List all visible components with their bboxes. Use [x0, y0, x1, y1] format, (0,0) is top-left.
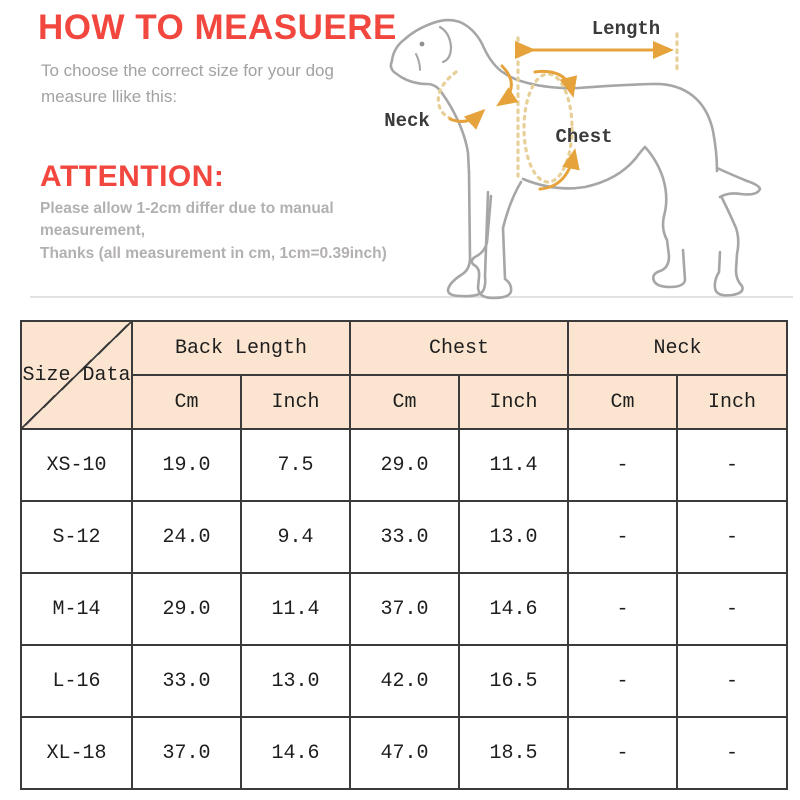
- value-cell: -: [567, 500, 679, 574]
- size-cell: XL-18: [20, 716, 133, 790]
- page-title: HOW TO MEASUERE: [38, 8, 397, 47]
- subtitle: To choose the correct size for your dog …: [41, 58, 371, 111]
- value-cell: 9.4: [240, 500, 351, 574]
- table-row: XL-18 37.0 14.6 47.0 18.5 - -: [20, 716, 789, 790]
- neck-arrow-lower: [448, 108, 486, 130]
- attention-note: Please allow 1-2cm differ due to manual …: [40, 198, 440, 265]
- size-chart-table: Size Data Back Length Chest Neck Cm Inch…: [20, 320, 789, 790]
- length-label: Length: [592, 18, 660, 40]
- value-cell: -: [676, 716, 789, 790]
- unit-header: Inch: [457, 374, 570, 430]
- attention-title: ATTENTION:: [40, 160, 225, 193]
- attention-line-1: Please allow 1-2cm differ due to manual …: [40, 200, 334, 240]
- ground-divider-line: [30, 296, 793, 298]
- value-cell: 16.5: [457, 644, 570, 718]
- unit-header: Cm: [349, 374, 460, 430]
- value-cell: -: [676, 500, 789, 574]
- group-header-chest: Chest: [348, 320, 570, 376]
- table-row: M-14 29.0 11.4 37.0 14.6 - -: [20, 572, 789, 646]
- value-cell: 7.5: [240, 428, 351, 502]
- value-cell: -: [567, 572, 679, 646]
- value-cell: 33.0: [349, 500, 460, 574]
- unit-header: Cm: [131, 374, 242, 430]
- dog-outline: [389, 18, 762, 300]
- subtitle-line-1: To choose the correct size for your dog: [41, 61, 334, 80]
- value-cell: 14.6: [240, 716, 351, 790]
- value-cell: 24.0: [131, 500, 242, 574]
- value-cell: -: [676, 572, 789, 646]
- table-row: XS-10 19.0 7.5 29.0 11.4 - -: [20, 428, 789, 502]
- unit-header: Inch: [676, 374, 789, 430]
- value-cell: 11.4: [457, 428, 570, 502]
- subtitle-line-2: measure llike this:: [41, 87, 178, 107]
- value-cell: 29.0: [349, 428, 460, 502]
- measure-guide-lines: [436, 32, 679, 184]
- dog-eye: [419, 41, 425, 47]
- table-row: S-12 24.0 9.4 33.0 13.0 - -: [20, 500, 789, 574]
- size-cell: XS-10: [20, 428, 133, 502]
- value-cell: 18.5: [457, 716, 570, 790]
- corner-cell-size-data: Size Data: [20, 320, 133, 430]
- value-cell: 11.4: [240, 572, 351, 646]
- chest-arrow-upper: [533, 69, 578, 98]
- chest-arrow-lower: [538, 148, 580, 191]
- table-row: L-16 33.0 13.0 42.0 16.5 - -: [20, 644, 789, 718]
- value-cell: 13.0: [457, 500, 570, 574]
- chest-label: Chest: [555, 126, 612, 148]
- neck-arrow-upper: [496, 64, 519, 107]
- value-cell: 14.6: [457, 572, 570, 646]
- chest-guide-ellipse: [522, 72, 574, 184]
- value-cell: 29.0: [131, 572, 242, 646]
- value-cell: 37.0: [131, 716, 242, 790]
- dog-measurement-diagram: Length Neck Chest: [384, 18, 762, 300]
- unit-header: Inch: [240, 374, 351, 430]
- neck-guide-arc: [436, 70, 458, 120]
- how-to-measure-section: HOW TO MEASUERE To choose the correct si…: [0, 0, 800, 308]
- size-cell: L-16: [20, 644, 133, 718]
- size-cell: S-12: [20, 500, 133, 574]
- value-cell: -: [567, 428, 679, 502]
- value-cell: -: [676, 644, 789, 718]
- attention-line-2: Thanks (all measurement in cm, 1cm=0.39i…: [40, 244, 387, 262]
- value-cell: -: [567, 716, 679, 790]
- value-cell: -: [676, 428, 789, 502]
- unit-header: Cm: [567, 374, 679, 430]
- value-cell: -: [567, 644, 679, 718]
- measure-arrows: [448, 41, 674, 191]
- value-cell: 13.0: [240, 644, 351, 718]
- value-cell: 19.0: [131, 428, 242, 502]
- neck-label: Neck: [384, 110, 430, 132]
- group-header-neck: Neck: [567, 320, 789, 376]
- group-header-back-length: Back Length: [131, 320, 351, 376]
- value-cell: 37.0: [349, 572, 460, 646]
- value-cell: 42.0: [349, 644, 460, 718]
- value-cell: 47.0: [349, 716, 460, 790]
- value-cell: 33.0: [131, 644, 242, 718]
- size-cell: M-14: [20, 572, 133, 646]
